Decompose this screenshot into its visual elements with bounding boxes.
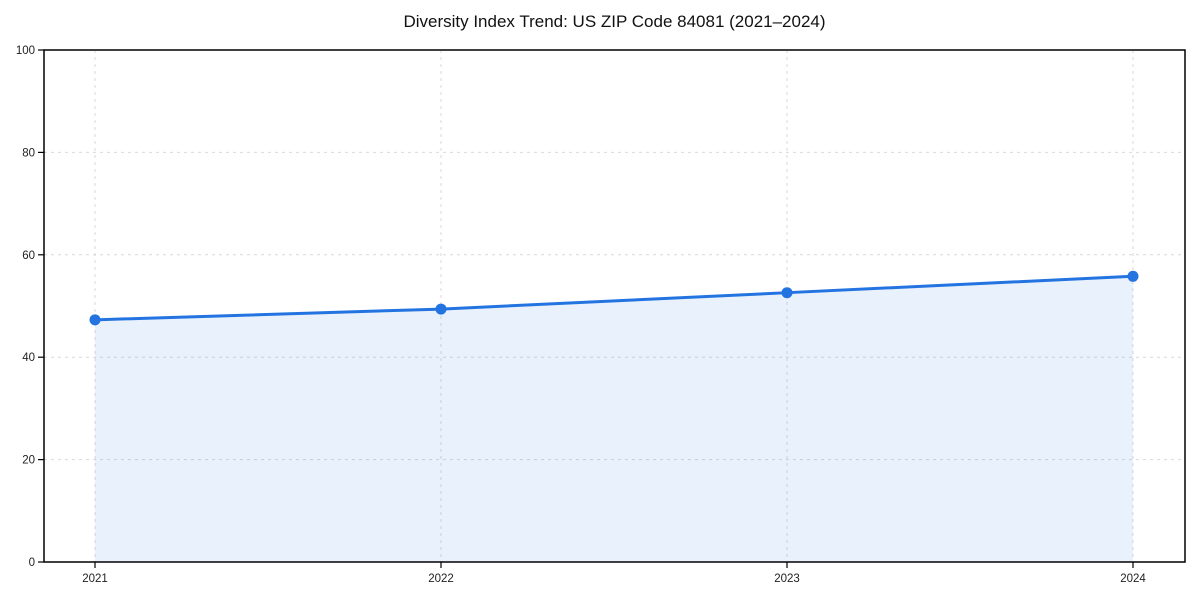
x-tick-label: 2024	[1120, 573, 1146, 585]
y-tick-label: 20	[22, 455, 35, 467]
x-tick-label: 2021	[82, 573, 108, 585]
data-point-marker	[89, 314, 101, 326]
data-point-marker	[435, 303, 447, 315]
y-tick-label: 80	[22, 147, 35, 159]
data-points	[89, 270, 1139, 326]
area-fill	[95, 276, 1133, 562]
chart-title: Diversity Index Trend: US ZIP Code 84081…	[403, 12, 826, 31]
x-tick-label: 2022	[428, 573, 454, 585]
y-tick-label: 60	[22, 250, 35, 262]
x-tick-label: 2023	[774, 573, 800, 585]
y-tick-label: 40	[22, 352, 35, 364]
y-tick-label: 0	[29, 557, 35, 569]
y-tick-label: 100	[16, 45, 35, 57]
data-point-marker	[781, 287, 793, 299]
data-point-marker	[1127, 270, 1139, 282]
plot-frame	[43, 49, 1186, 563]
axes: 0 20 40 60 80 100 2021 2022 2023 2024	[16, 45, 1147, 585]
trend-line	[93, 274, 1135, 322]
